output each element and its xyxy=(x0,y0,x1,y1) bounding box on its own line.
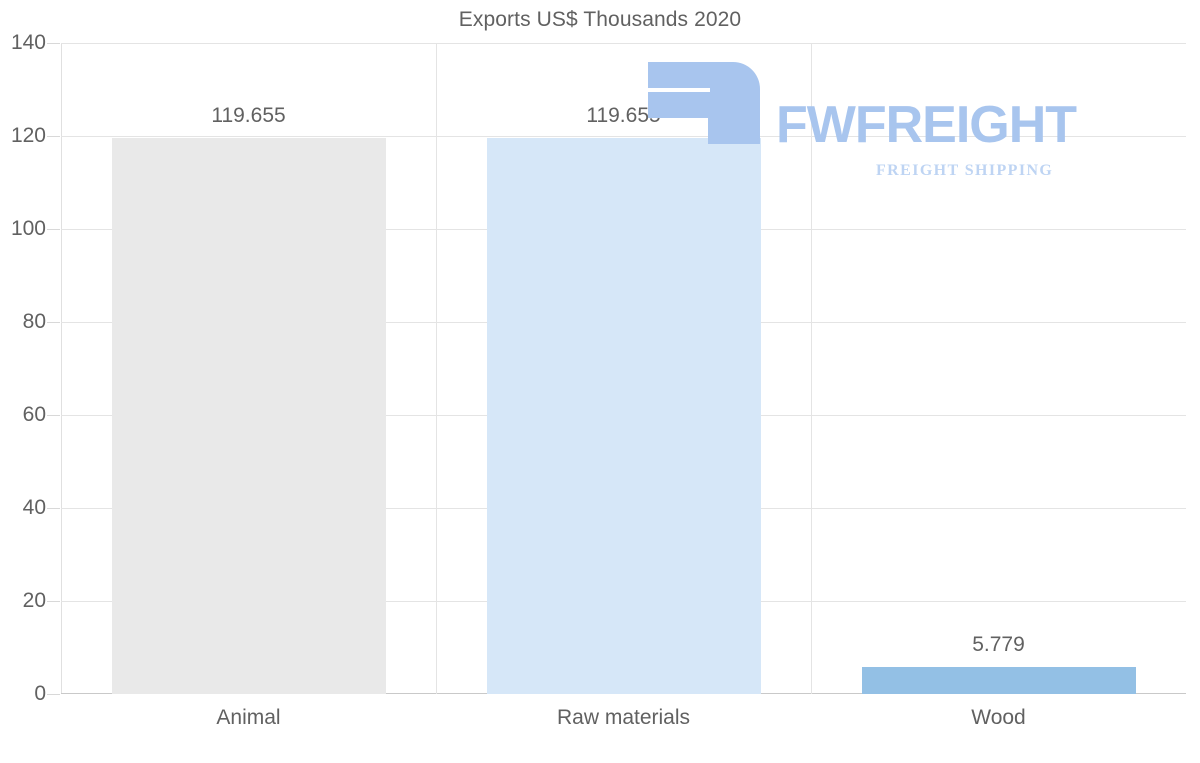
y-axis-tick-label: 40 xyxy=(22,496,46,519)
bar[interactable] xyxy=(486,137,761,694)
y-axis-tick-mark xyxy=(47,415,60,416)
y-axis-tick-label: 20 xyxy=(22,589,46,612)
bar[interactable] xyxy=(861,667,1136,694)
y-axis-tick-mark xyxy=(47,694,60,695)
y-axis-tick-label: 0 xyxy=(34,682,46,705)
y-axis-tick-mark xyxy=(47,136,60,137)
chart-title: Exports US$ Thousands 2020 xyxy=(458,8,742,31)
gridline-vertical xyxy=(436,43,437,694)
gridline-vertical xyxy=(811,43,812,694)
gridline-horizontal xyxy=(61,136,1186,137)
x-axis-tick-label: Animal xyxy=(216,706,281,729)
y-axis-tick-label: 60 xyxy=(22,403,46,426)
y-axis-tick-label: 80 xyxy=(22,310,46,333)
x-axis-tick-label: Raw materials xyxy=(556,706,691,729)
bar-value-label: 5.779 xyxy=(972,633,1025,657)
y-axis-tick-label: 120 xyxy=(10,124,46,147)
bar-value-label: 119.655 xyxy=(211,103,286,127)
x-axis-tick-label: Wood xyxy=(971,706,1026,729)
y-axis-tick-label: 100 xyxy=(10,217,46,240)
y-axis-tick-label: 140 xyxy=(10,31,46,54)
y-axis-tick-mark xyxy=(47,43,60,44)
y-axis-tick-mark xyxy=(47,322,60,323)
y-axis-tick-mark xyxy=(47,229,60,230)
y-axis-line xyxy=(61,43,62,694)
bar[interactable] xyxy=(111,137,386,694)
y-axis: 140 120 100 80 60 40 20 0 xyxy=(0,31,60,705)
y-axis-tick-mark xyxy=(47,508,60,509)
y-axis-tick-mark xyxy=(47,601,60,602)
bar-value-label: 119.655 xyxy=(586,103,661,127)
gridline-horizontal xyxy=(61,43,1186,44)
plot-area: 119.655 119.655 5.779 xyxy=(61,43,1186,694)
